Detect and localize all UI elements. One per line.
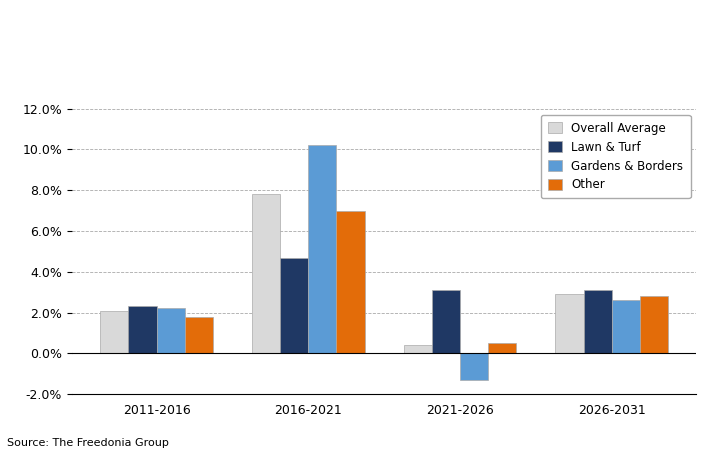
Bar [252, 194, 280, 353]
Bar [185, 317, 213, 353]
Bar [460, 353, 488, 380]
Bar [584, 290, 612, 353]
Text: Source: The Freedonia Group: Source: The Freedonia Group [7, 439, 169, 448]
Bar [404, 345, 432, 353]
Bar [640, 296, 668, 353]
Bar [308, 145, 337, 353]
Bar [280, 257, 308, 353]
Legend: Overall Average, Lawn & Turf, Gardens & Borders, Other: Overall Average, Lawn & Turf, Gardens & … [541, 115, 691, 198]
Bar [101, 311, 129, 353]
Bar [337, 211, 365, 353]
Bar [129, 306, 157, 353]
Bar [488, 343, 516, 353]
Text: Freedonia: Freedonia [597, 72, 666, 85]
Bar [612, 300, 640, 353]
Text: Figure 3-2.
Lawn & Garden Mulch Demand Growth by Application,
2011 – 2031
(% CAG: Figure 3-2. Lawn & Garden Mulch Demand G… [9, 4, 415, 71]
Bar [556, 294, 584, 353]
Bar [157, 308, 185, 353]
Bar [432, 290, 460, 353]
